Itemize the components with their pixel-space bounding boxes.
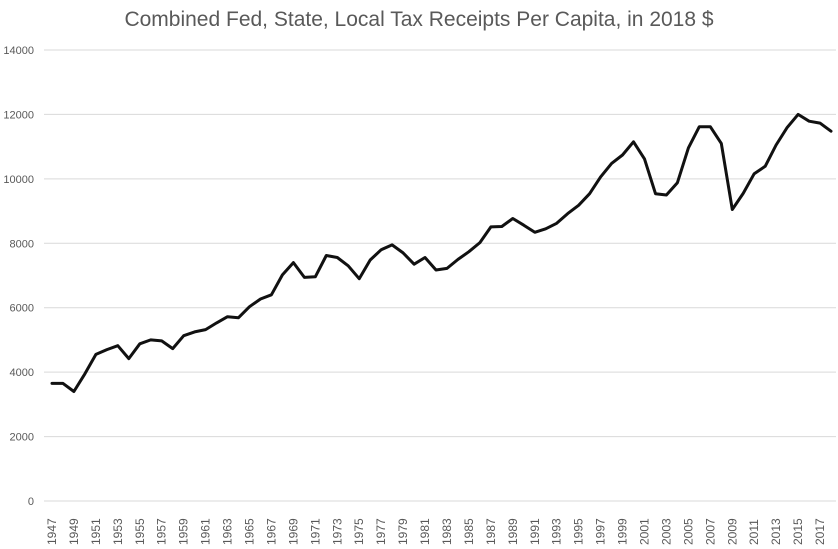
- x-tick-label: 2013: [769, 518, 783, 545]
- x-tick-label: 1967: [264, 518, 278, 545]
- series-line: [50, 112, 833, 393]
- gridlines: [44, 49, 836, 438]
- x-tick-label: 1995: [572, 518, 586, 545]
- x-tick-label: 1993: [550, 518, 564, 545]
- series-layer: [50, 112, 833, 393]
- x-tick-label: 2007: [703, 518, 717, 545]
- y-tick-label: 14000: [3, 45, 34, 57]
- x-tick-label: 1979: [396, 518, 410, 545]
- x-tick-label: 1999: [616, 518, 630, 545]
- y-tick-label: 12000: [3, 109, 34, 121]
- y-axis: 0 2000 4000 6000 8000 10000 12000 14000: [3, 45, 34, 508]
- y-tick-label: 4000: [10, 367, 34, 379]
- x-tick-label: 1953: [111, 518, 125, 545]
- x-tick-label: 2015: [791, 518, 805, 545]
- x-axis: 1947 1949 1951 1953 1955 1957 1959 1961 1963 1965…: [45, 518, 827, 545]
- x-tick-label: 1973: [330, 518, 344, 545]
- x-tick-label: 1997: [594, 518, 608, 545]
- x-tick-label: 1975: [352, 518, 366, 545]
- x-tick-label: 1963: [221, 518, 235, 545]
- x-tick-label: 1985: [462, 518, 476, 545]
- y-tick-label: 10000: [3, 174, 34, 186]
- y-tick-label: 6000: [10, 303, 34, 315]
- x-tick-label: 1987: [484, 518, 498, 545]
- x-tick-label: 1951: [89, 518, 103, 545]
- x-tick-label: 2009: [725, 518, 739, 545]
- x-tick-label: 1977: [374, 518, 388, 545]
- x-tick-label: 1971: [308, 518, 322, 545]
- chart-title: Combined Fed, State, Local Tax Receipts …: [124, 8, 714, 31]
- y-tick-label: 8000: [10, 238, 34, 250]
- y-tick-label: 0: [28, 496, 34, 508]
- x-tick-label: 1989: [506, 518, 520, 545]
- x-tick-label: 1983: [440, 518, 454, 545]
- x-tick-label: 2017: [813, 518, 827, 545]
- x-tick-label: 1969: [286, 518, 300, 545]
- y-tick-label: 2000: [10, 432, 34, 444]
- x-tick-label: 1955: [133, 518, 147, 545]
- x-tick-label: 2001: [637, 518, 651, 545]
- x-tick-label: 1957: [155, 518, 169, 545]
- x-tick-label: 1949: [67, 518, 81, 545]
- x-tick-label: 1981: [418, 518, 432, 545]
- x-tick-label: 2003: [659, 518, 673, 545]
- x-tick-label: 1959: [177, 518, 191, 545]
- x-tick-label: 1961: [199, 518, 213, 545]
- x-tick-label: 1947: [45, 518, 59, 545]
- x-tick-label: 2011: [747, 519, 761, 545]
- x-tick-label: 1965: [242, 518, 256, 545]
- x-tick-label: 2005: [681, 518, 695, 545]
- x-tick-label: 1991: [528, 518, 542, 545]
